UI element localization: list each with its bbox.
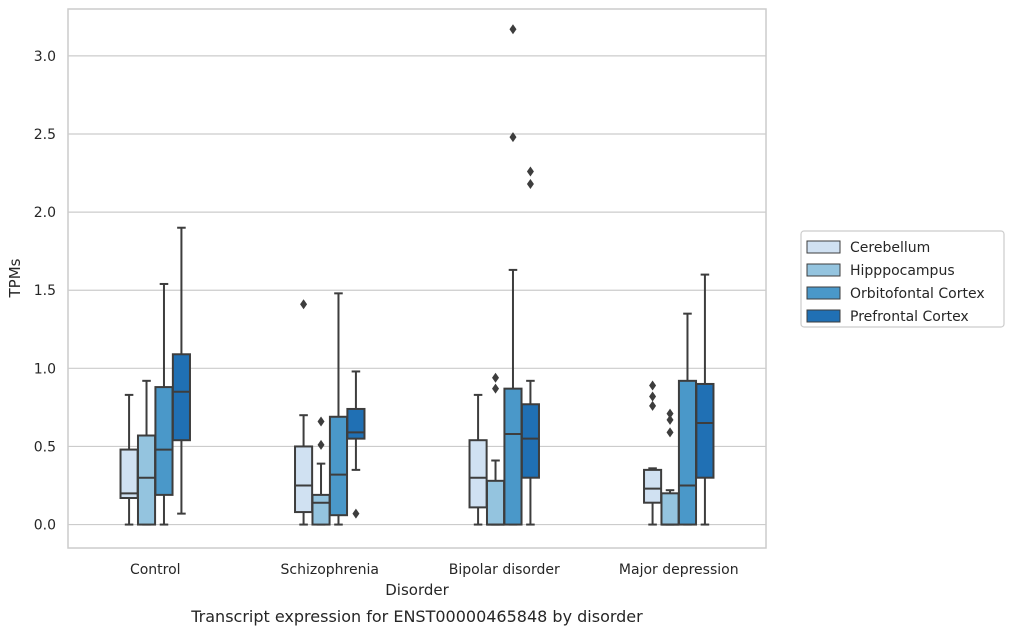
box-2-2 bbox=[503, 24, 523, 526]
box-1-0 bbox=[294, 299, 314, 526]
box-2-3 bbox=[520, 166, 540, 526]
outlier-point bbox=[649, 400, 657, 411]
legend: Cerebellum Hipppocampus Orbitofontal Corte… bbox=[800, 230, 1005, 328]
outlier-point bbox=[300, 299, 308, 310]
box-3-0 bbox=[643, 380, 663, 526]
box-3-1 bbox=[660, 408, 680, 526]
outlier-point bbox=[492, 383, 500, 394]
box-iqr bbox=[136, 434, 157, 526]
box-2-0 bbox=[468, 393, 488, 526]
box-iqr bbox=[520, 403, 540, 479]
box-3-3 bbox=[695, 273, 715, 526]
outlier-point bbox=[509, 132, 517, 143]
y-axis-label: TPMs bbox=[6, 258, 24, 298]
box-iqr bbox=[468, 439, 488, 509]
box-0-3 bbox=[171, 226, 191, 515]
y-tick-label: 1.0 bbox=[34, 361, 56, 377]
box-iqr bbox=[677, 379, 698, 526]
legend-swatch bbox=[806, 263, 841, 277]
box-0-1 bbox=[136, 379, 157, 526]
box-iqr bbox=[119, 448, 139, 500]
x-tick-label: Bipolar disorder bbox=[449, 562, 560, 578]
box-1-1 bbox=[311, 416, 331, 526]
y-tick-label: 2.0 bbox=[34, 205, 56, 221]
x-axis-label: Disorder bbox=[385, 581, 449, 599]
plot-frame bbox=[67, 8, 767, 549]
outlier-point bbox=[317, 439, 325, 450]
box-iqr bbox=[485, 479, 506, 526]
box-iqr bbox=[660, 492, 680, 526]
x-axis-ticks: Control Schizophrenia Bipolar disorder Majo… bbox=[130, 562, 739, 578]
legend-frame bbox=[800, 230, 1005, 328]
outlier-point bbox=[317, 416, 325, 427]
legend-item: Prefrontal Cortex bbox=[806, 309, 969, 325]
legend-swatch bbox=[806, 240, 841, 254]
outlier-point bbox=[649, 391, 657, 402]
x-tick-label: Control bbox=[130, 562, 181, 578]
box-1-2 bbox=[328, 292, 349, 526]
outlier-point bbox=[509, 24, 517, 35]
box-iqr bbox=[171, 353, 191, 442]
outlier-point bbox=[649, 380, 657, 391]
y-tick-label: 3.0 bbox=[34, 49, 56, 65]
legend-label: Prefrontal Cortex bbox=[850, 309, 969, 325]
box-iqr bbox=[311, 493, 331, 526]
x-tick-label: Major depression bbox=[619, 562, 739, 578]
legend-swatch bbox=[806, 309, 841, 323]
box-0-0 bbox=[119, 393, 139, 526]
outlier-point bbox=[666, 427, 674, 438]
y-tick-label: 0.0 bbox=[34, 518, 56, 534]
y-tick-label: 0.5 bbox=[34, 439, 56, 455]
chart-caption: Transcript expression for ENST0000046584… bbox=[190, 607, 643, 626]
box-iqr bbox=[503, 387, 523, 526]
outlier-point bbox=[492, 372, 500, 383]
box-iqr bbox=[328, 415, 349, 517]
outlier-point bbox=[526, 178, 534, 189]
box-iqr bbox=[695, 382, 715, 479]
box-iqr bbox=[346, 407, 366, 440]
x-tick-label: Schizophrenia bbox=[281, 562, 379, 578]
y-axis-ticks: 0.0 0.5 1.0 1.5 2.0 2.5 3.0 bbox=[34, 49, 56, 534]
box-3-2 bbox=[677, 312, 698, 526]
outlier-point bbox=[352, 508, 360, 519]
outlier-point bbox=[666, 414, 674, 425]
legend-label: Hipppocampus bbox=[850, 263, 955, 279]
legend-label: Orbitofontal Cortex bbox=[850, 286, 985, 302]
y-tick-label: 2.5 bbox=[34, 127, 56, 143]
outlier-point bbox=[526, 166, 534, 177]
legend-item: Cerebellum bbox=[806, 240, 930, 256]
legend-item: Hipppocampus bbox=[806, 263, 955, 279]
box-plot-area bbox=[119, 24, 715, 526]
box-iqr bbox=[294, 445, 314, 514]
outlier-point bbox=[666, 408, 674, 419]
box-0-2 bbox=[154, 282, 174, 526]
box-2-1 bbox=[485, 372, 506, 526]
legend-label: Cerebellum bbox=[850, 240, 930, 256]
box-1-3 bbox=[346, 370, 366, 519]
legend-item: Orbitofontal Cortex bbox=[806, 286, 985, 302]
y-tick-label: 1.5 bbox=[34, 283, 56, 299]
box-iqr bbox=[643, 468, 663, 504]
legend-swatch bbox=[806, 286, 841, 300]
box-iqr bbox=[154, 386, 174, 496]
